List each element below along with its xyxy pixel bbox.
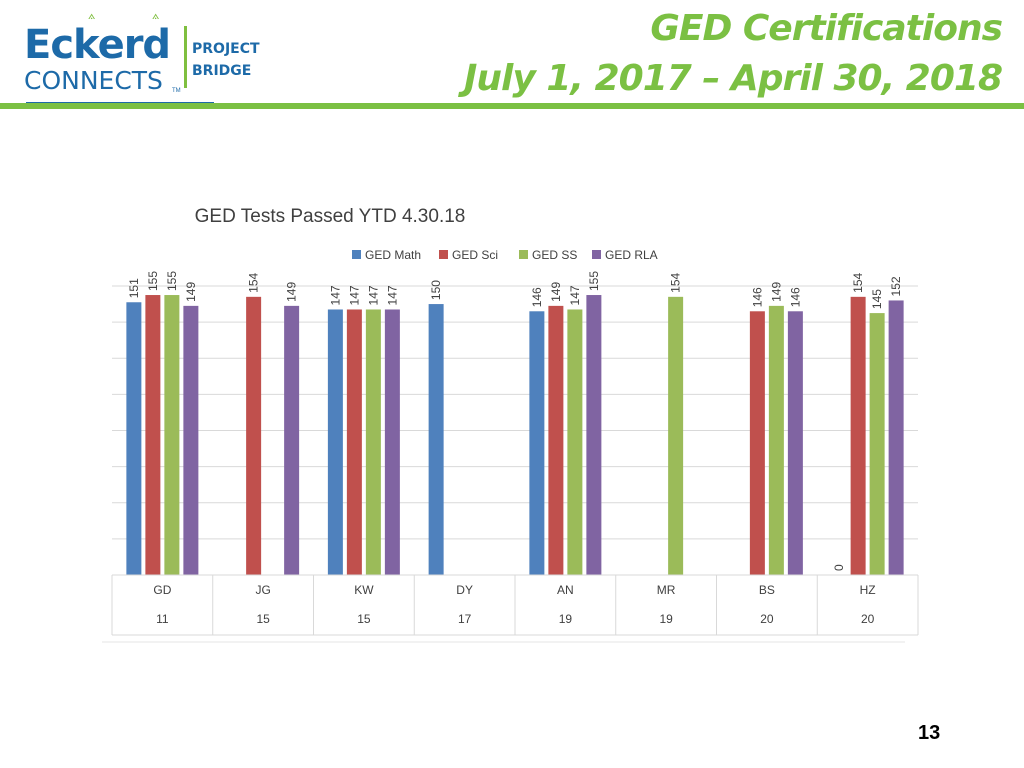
data-label: 147: [385, 285, 399, 305]
data-label: 151: [127, 278, 141, 298]
category-label: DY: [456, 583, 473, 597]
data-label: 146: [530, 287, 544, 307]
category-label: KW: [354, 583, 374, 597]
legend-swatch: [592, 250, 601, 259]
logo-project-line2: BRIDGE: [192, 63, 252, 79]
slide-title: GED Certifications: [650, 8, 1003, 49]
legend-label: GED RLA: [605, 248, 658, 262]
bar: [548, 305, 564, 575]
legend-label: GED SS: [532, 248, 577, 262]
bar: [384, 309, 400, 575]
bar: [586, 295, 602, 575]
bar: [850, 296, 866, 575]
category-sublabel: 11: [156, 612, 169, 626]
page-number: 13: [918, 722, 941, 744]
bar: [145, 295, 161, 575]
data-label: 154: [669, 272, 683, 292]
chart-data-labels: 151 155 155 149 154 149 147 147 147 147 150 146 149 1…: [127, 271, 903, 571]
data-label: 155: [146, 271, 160, 291]
bar: [787, 311, 803, 575]
category-label: MR: [657, 583, 676, 597]
chart-legend: GED Math GED Sci GED SS GED RLA: [352, 248, 658, 262]
bar: [164, 295, 180, 575]
category-sublabel: 17: [458, 612, 472, 626]
bar: [749, 311, 765, 575]
legend-label: GED Sci: [452, 248, 498, 262]
ged-tests-bar-chart: GED Tests Passed YTD 4.30.18 GED Math GED…: [102, 206, 919, 643]
sprout-icon: ⟑: [88, 8, 96, 22]
logo-trademark: TM: [172, 88, 181, 94]
bar: [869, 313, 885, 575]
data-label: 147: [568, 285, 582, 305]
data-label: 149: [285, 282, 299, 302]
bar: [365, 309, 381, 575]
category-label: AN: [557, 583, 574, 597]
bar: [284, 305, 300, 575]
data-label: 146: [750, 287, 764, 307]
logo-project-line1: PROJECT: [192, 41, 260, 57]
bar: [529, 311, 545, 575]
category-sublabel: 19: [559, 612, 573, 626]
data-label: 150: [429, 280, 443, 300]
data-label: 154: [851, 272, 865, 292]
bar: [246, 296, 262, 575]
bar: [567, 309, 583, 575]
logo-connects-text: CONNECTS: [24, 66, 163, 95]
bar: [888, 300, 904, 575]
data-label: 147: [366, 285, 380, 305]
data-label: 152: [889, 276, 903, 296]
category-label: GD: [153, 583, 171, 597]
bar: [327, 309, 343, 575]
data-label: 149: [769, 282, 783, 302]
legend-swatch: [352, 250, 361, 259]
bar: [183, 305, 199, 575]
category-sublabel: 15: [357, 612, 371, 626]
bar: [668, 296, 684, 575]
logo-eckerd-text: Eckerd: [24, 22, 171, 68]
bar: [346, 309, 362, 575]
category-label: BS: [759, 583, 775, 597]
eckerd-connects-logo: ⟑ ⟑ Eckerd CONNECTS TM PROJECT BRIDGE: [22, 8, 272, 108]
data-label: 145: [870, 289, 884, 309]
bar: [768, 305, 784, 575]
data-label: 149: [184, 282, 198, 302]
category-sublabel: 19: [659, 612, 673, 626]
slide-subtitle-date-range: July 1, 2017 – April 30, 2018: [464, 58, 1003, 99]
category-sublabel: 15: [256, 612, 270, 626]
data-label: 155: [587, 271, 601, 291]
category-label: JG: [255, 583, 270, 597]
data-label: 147: [347, 285, 361, 305]
sprout-icon: ⟑: [152, 8, 160, 22]
chart-category-table: GD 11 JG 15 KW 15 DY 17 AN 19 MR 19 BS 20 HZ 20: [102, 574, 919, 643]
logo-divider: [184, 26, 187, 88]
legend-swatch: [439, 250, 448, 259]
legend-label: GED Math: [365, 248, 421, 262]
header-divider: [0, 103, 1024, 109]
data-label: 0: [832, 564, 846, 571]
logo-project-bridge: PROJECT BRIDGE: [192, 38, 260, 82]
data-label: 146: [788, 287, 802, 307]
chart-title: GED Tests Passed YTD 4.30.18: [195, 206, 466, 227]
data-label: 147: [328, 285, 342, 305]
chart-bars: [126, 295, 904, 575]
legend-swatch: [519, 250, 528, 259]
data-label: 154: [247, 272, 261, 292]
bar: [126, 302, 142, 575]
data-label: 155: [165, 271, 179, 291]
category-sublabel: 20: [861, 612, 875, 626]
category-sublabel: 20: [760, 612, 774, 626]
bar: [428, 304, 444, 575]
data-label: 149: [549, 282, 563, 302]
category-label: HZ: [860, 583, 876, 597]
